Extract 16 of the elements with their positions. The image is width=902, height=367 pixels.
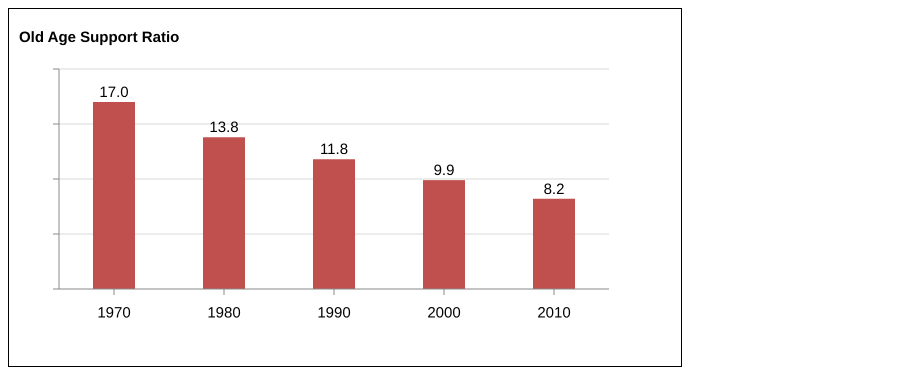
bar xyxy=(313,159,355,289)
x-tick-label: 1980 xyxy=(207,304,241,322)
x-tick-label: 1990 xyxy=(317,304,351,322)
bar xyxy=(423,180,465,289)
bar xyxy=(93,102,135,289)
x-tick-label: 1970 xyxy=(97,304,131,322)
chart-title: Old Age Support Ratio xyxy=(19,29,180,46)
data-label: 8.2 xyxy=(544,180,564,198)
data-label: 11.8 xyxy=(320,141,348,158)
data-label: 13.8 xyxy=(209,119,239,136)
bar xyxy=(203,137,245,289)
x-tick-label: 2010 xyxy=(537,304,571,322)
data-label: 17.0 xyxy=(99,84,129,101)
x-tick-label: 2000 xyxy=(427,304,461,322)
data-label: 9.9 xyxy=(434,162,454,180)
bar xyxy=(533,198,575,289)
